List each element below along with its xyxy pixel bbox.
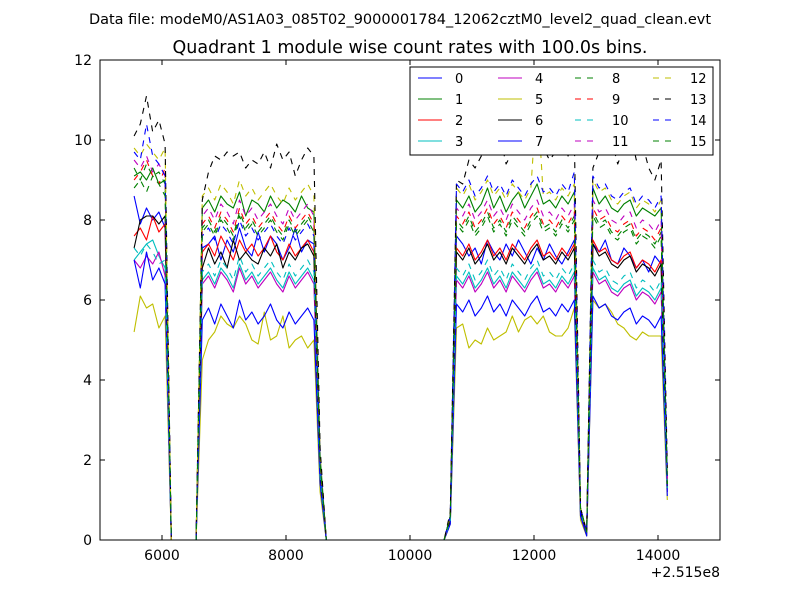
legend-label-0: 0: [455, 72, 463, 87]
x-tick-label: 8000: [268, 548, 304, 564]
y-tick-label: 6: [83, 293, 92, 309]
legend-label-7: 7: [535, 135, 543, 150]
legend-label-1: 1: [455, 93, 463, 108]
y-tick-label: 12: [74, 53, 92, 69]
legend-label-9: 9: [612, 93, 620, 108]
series-line-7: [133, 251, 668, 540]
legend-label-4: 4: [535, 72, 543, 87]
x-tick-label: 10000: [388, 548, 433, 564]
legend-label-15: 15: [690, 135, 707, 150]
legend-label-3: 3: [455, 135, 463, 150]
chart-title: Quadrant 1 module wise count rates with …: [173, 38, 648, 58]
legend-label-14: 14: [690, 114, 707, 129]
legend-label-12: 12: [690, 72, 707, 87]
legend-label-10: 10: [612, 114, 629, 129]
legend-label-6: 6: [535, 114, 543, 129]
y-tick-label: 4: [83, 373, 92, 389]
y-tick-label: 8: [83, 213, 92, 229]
series-line-15: [133, 175, 668, 540]
y-tick-label: 10: [74, 133, 92, 149]
legend-label-11: 11: [612, 135, 629, 150]
series-line-11: [133, 155, 668, 540]
legend-label-5: 5: [535, 93, 543, 108]
x-tick-label: 12000: [512, 548, 557, 564]
y-tick-label: 0: [83, 533, 92, 549]
series-layer: [133, 91, 668, 540]
legend-label-2: 2: [455, 114, 463, 129]
y-tick-label: 2: [83, 453, 92, 469]
chart-suptitle: Data file: modeM0/AS1A03_085T02_90000017…: [89, 12, 711, 28]
legend-box: [409, 66, 714, 156]
x-tick-label: 14000: [636, 548, 681, 564]
legend-label-13: 13: [690, 93, 707, 108]
x-tick-label: 6000: [144, 548, 180, 564]
x-offset-label: +2.515e8: [651, 565, 720, 581]
legend-label-8: 8: [612, 72, 620, 87]
